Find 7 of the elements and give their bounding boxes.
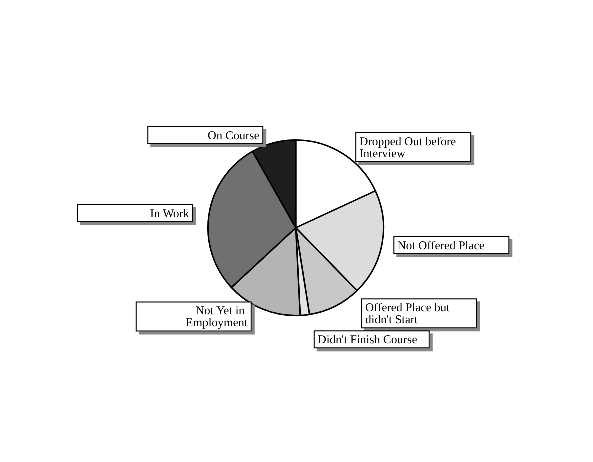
slice-label: Not Yet in Employment — [186, 304, 249, 330]
slice-label: Offered Place but didn't Start — [366, 300, 453, 327]
slice-label: Dropped Out before Interview — [360, 134, 460, 160]
slice-label: In Work — [150, 206, 190, 220]
slice-label: On Course — [208, 128, 260, 142]
slice-label: Didn't Finish Course — [318, 332, 418, 347]
slice-label: Not Offered Place — [398, 238, 485, 252]
